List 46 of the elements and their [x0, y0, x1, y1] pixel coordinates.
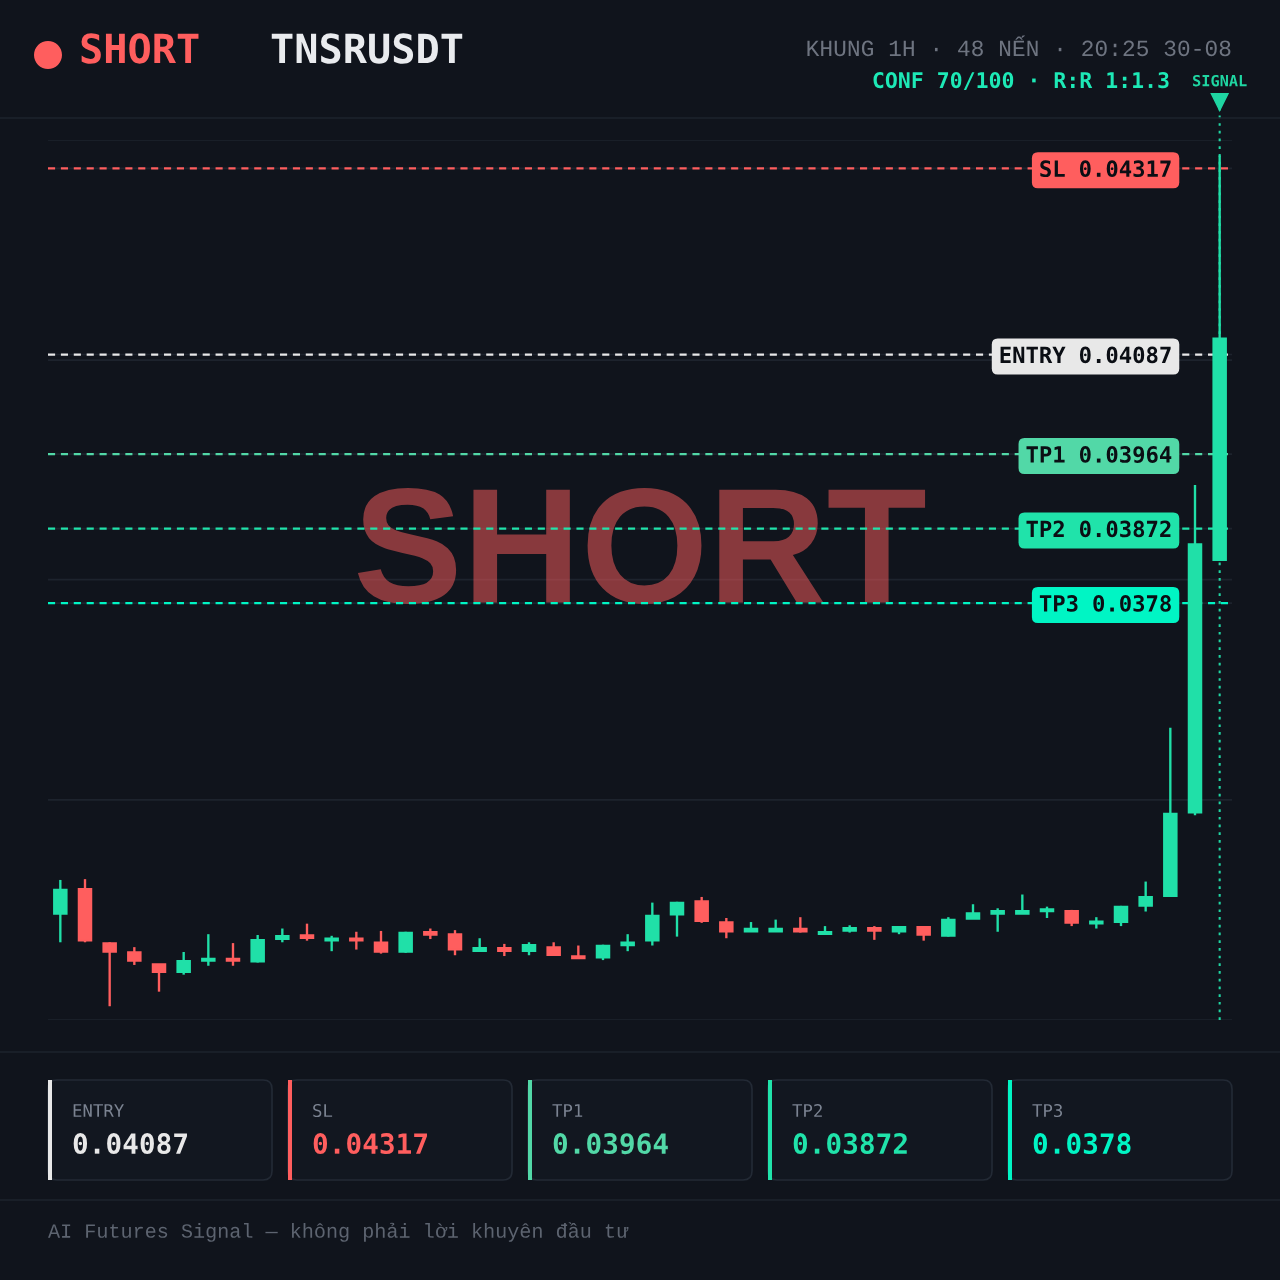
text: TP1 [552, 1104, 583, 1117]
y-tick-label: 0.04317 [1079, 160, 1171, 178]
text: SL [313, 1103, 333, 1118]
candlestick [201, 933, 216, 967]
ref-line-label: ENTRY [1000, 346, 1066, 363]
text: SHORT [81, 33, 199, 64]
candlestick [669, 900, 685, 938]
candlestick [151, 962, 167, 993]
text: 0.0378 [1033, 1133, 1131, 1155]
candlestick [694, 895, 709, 925]
candlestick [447, 928, 463, 957]
candlestick [620, 933, 635, 953]
ref-line-label: SL [1040, 160, 1065, 178]
candlestick [324, 934, 339, 953]
text: ENTRY [73, 1104, 124, 1117]
candlestick [1015, 893, 1030, 916]
candlestick [349, 930, 364, 951]
candlestick [719, 916, 734, 940]
text: 0.03872 [793, 1133, 907, 1155]
text: AI Futures Signal — không phải lời khuyên đầu tư [48, 1222, 629, 1242]
text: 0.04087 [73, 1133, 187, 1155]
candlestick [373, 929, 389, 955]
candlestick [225, 941, 241, 967]
text: 0.04317 [313, 1133, 427, 1155]
y-tick-label: 0.03872 [1079, 520, 1171, 538]
candlestick [250, 933, 265, 964]
annotation: SHORT [357, 487, 926, 604]
text: CONF 70/100 · R:R 1:1.3 [873, 71, 1169, 90]
ref-line-label: TP2 [1026, 520, 1064, 538]
text: TP3 [1032, 1103, 1063, 1118]
ref-line-label: TP1 [1026, 446, 1065, 463]
candlestick [102, 941, 117, 1008]
candlestick [990, 907, 1005, 933]
candlestick [176, 950, 191, 976]
text: TP2 [792, 1103, 822, 1117]
candlestick [793, 916, 808, 934]
y-tick-label: 0.03964 [1079, 446, 1172, 463]
y-tick-label: 0.04087 [1079, 346, 1171, 364]
y-tick-label: 0.0378 [1093, 595, 1171, 612]
chart-subtitle: KHUNG 1H · 48 NẾN · 20:25 30-08 [807, 35, 1231, 57]
candlestick [1138, 880, 1153, 913]
text: SIGNAL [1193, 74, 1247, 87]
text: 0.03964 [553, 1133, 668, 1155]
chart-title: TNSRUSDT [271, 33, 463, 64]
candlestick [941, 916, 956, 938]
ref-line-label: TP3 [1039, 595, 1078, 612]
